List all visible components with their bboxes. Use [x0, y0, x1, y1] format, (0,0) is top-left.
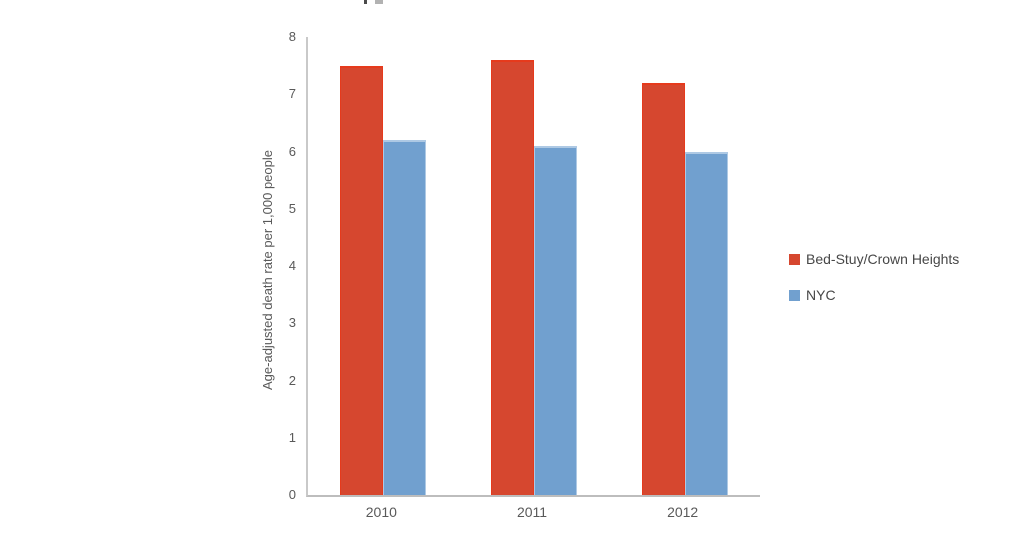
plot-area: [306, 37, 760, 497]
bar-nyc-2012: [684, 151, 728, 495]
y-tick-label-6: 6: [288, 143, 296, 159]
bar-bed-stuy-crown-heights-2010: [340, 65, 384, 495]
y-tick-label-8: 8: [288, 29, 296, 44]
x-axis-labels: 2010 2011 2012: [306, 504, 760, 524]
x-tick-label-2010: 2010: [365, 504, 397, 520]
legend-item-nyc: NYC: [789, 287, 959, 303]
legend-swatch-icon: [789, 253, 800, 265]
legend-item-bed-stuy-crown-heights: Bed-Stuy/Crown Heights: [789, 251, 959, 267]
legend: Bed-Stuy/Crown Heights NYC: [789, 251, 959, 323]
x-tick-label-2011: 2011: [516, 504, 548, 520]
y-tick-label-5: 5: [288, 200, 296, 216]
y-tick-label-1: 1: [288, 429, 296, 445]
bar-bed-stuy-crown-heights-2011: [491, 59, 534, 495]
legend-label: NYC: [806, 287, 836, 303]
legend-label: Bed-Stuy/Crown Heights: [806, 251, 960, 267]
y-tick-label-4: 4: [288, 258, 296, 273]
bar-bed-stuy-crown-heights-2012: [641, 82, 685, 495]
title-fragment-mark: [364, 0, 367, 4]
y-tick-label-7: 7: [288, 86, 296, 102]
y-tick-label-3: 3: [288, 315, 296, 331]
bar-nyc-2011: [534, 145, 577, 495]
y-tick-label-2: 2: [288, 372, 296, 388]
y-tick-label-0: 0: [288, 487, 296, 502]
legend-swatch-icon: [789, 289, 800, 301]
title-fragment-mark: [375, 0, 383, 4]
x-tick-label-2012: 2012: [667, 504, 699, 520]
y-axis-tick-labels: 0 1 2 3 4 5 6 7 8: [256, 0, 296, 538]
bar-nyc-2010: [383, 140, 427, 495]
